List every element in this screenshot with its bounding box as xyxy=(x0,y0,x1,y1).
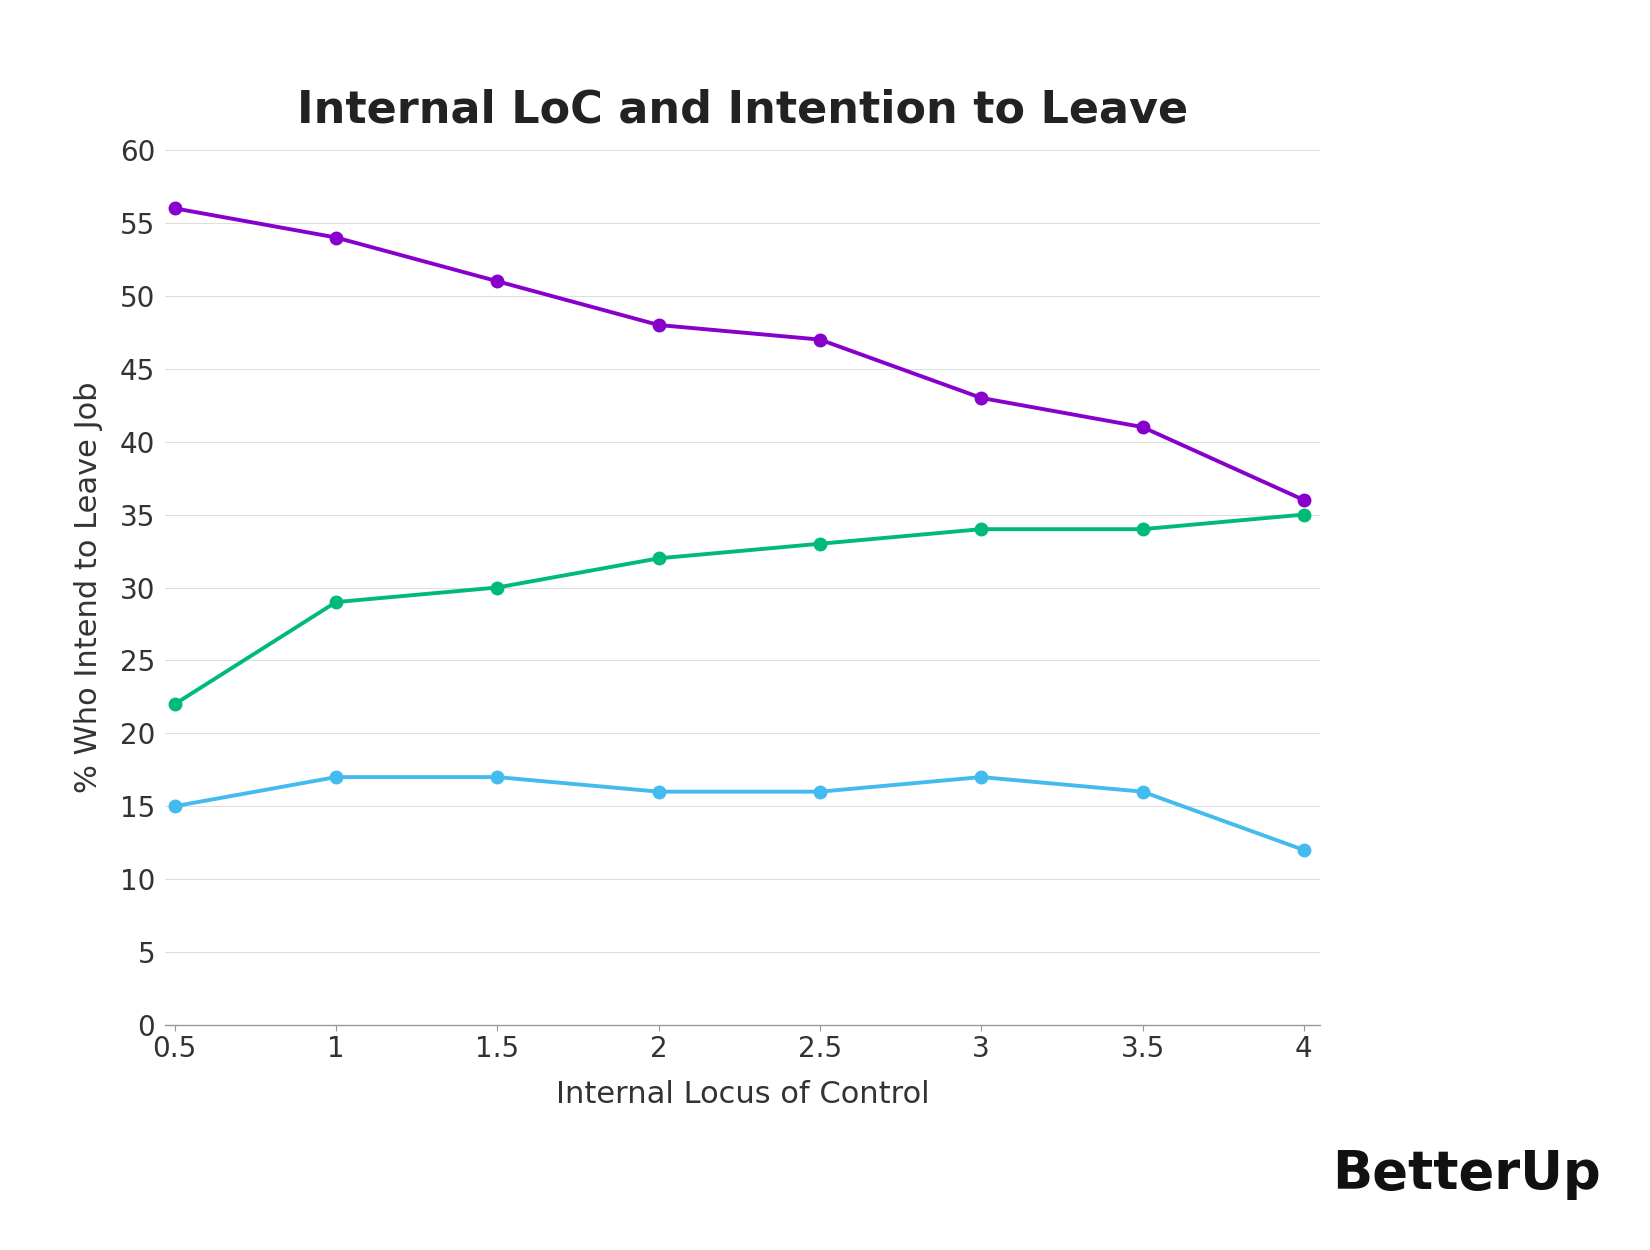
Text: BetterUp: BetterUp xyxy=(1332,1148,1600,1200)
X-axis label: Internal Locus of Control: Internal Locus of Control xyxy=(556,1080,929,1109)
Title: Internal LoC and Intention to Leave: Internal LoC and Intention to Leave xyxy=(297,89,1188,131)
Y-axis label: % Who Intend to Leave Job: % Who Intend to Leave Job xyxy=(74,381,102,794)
